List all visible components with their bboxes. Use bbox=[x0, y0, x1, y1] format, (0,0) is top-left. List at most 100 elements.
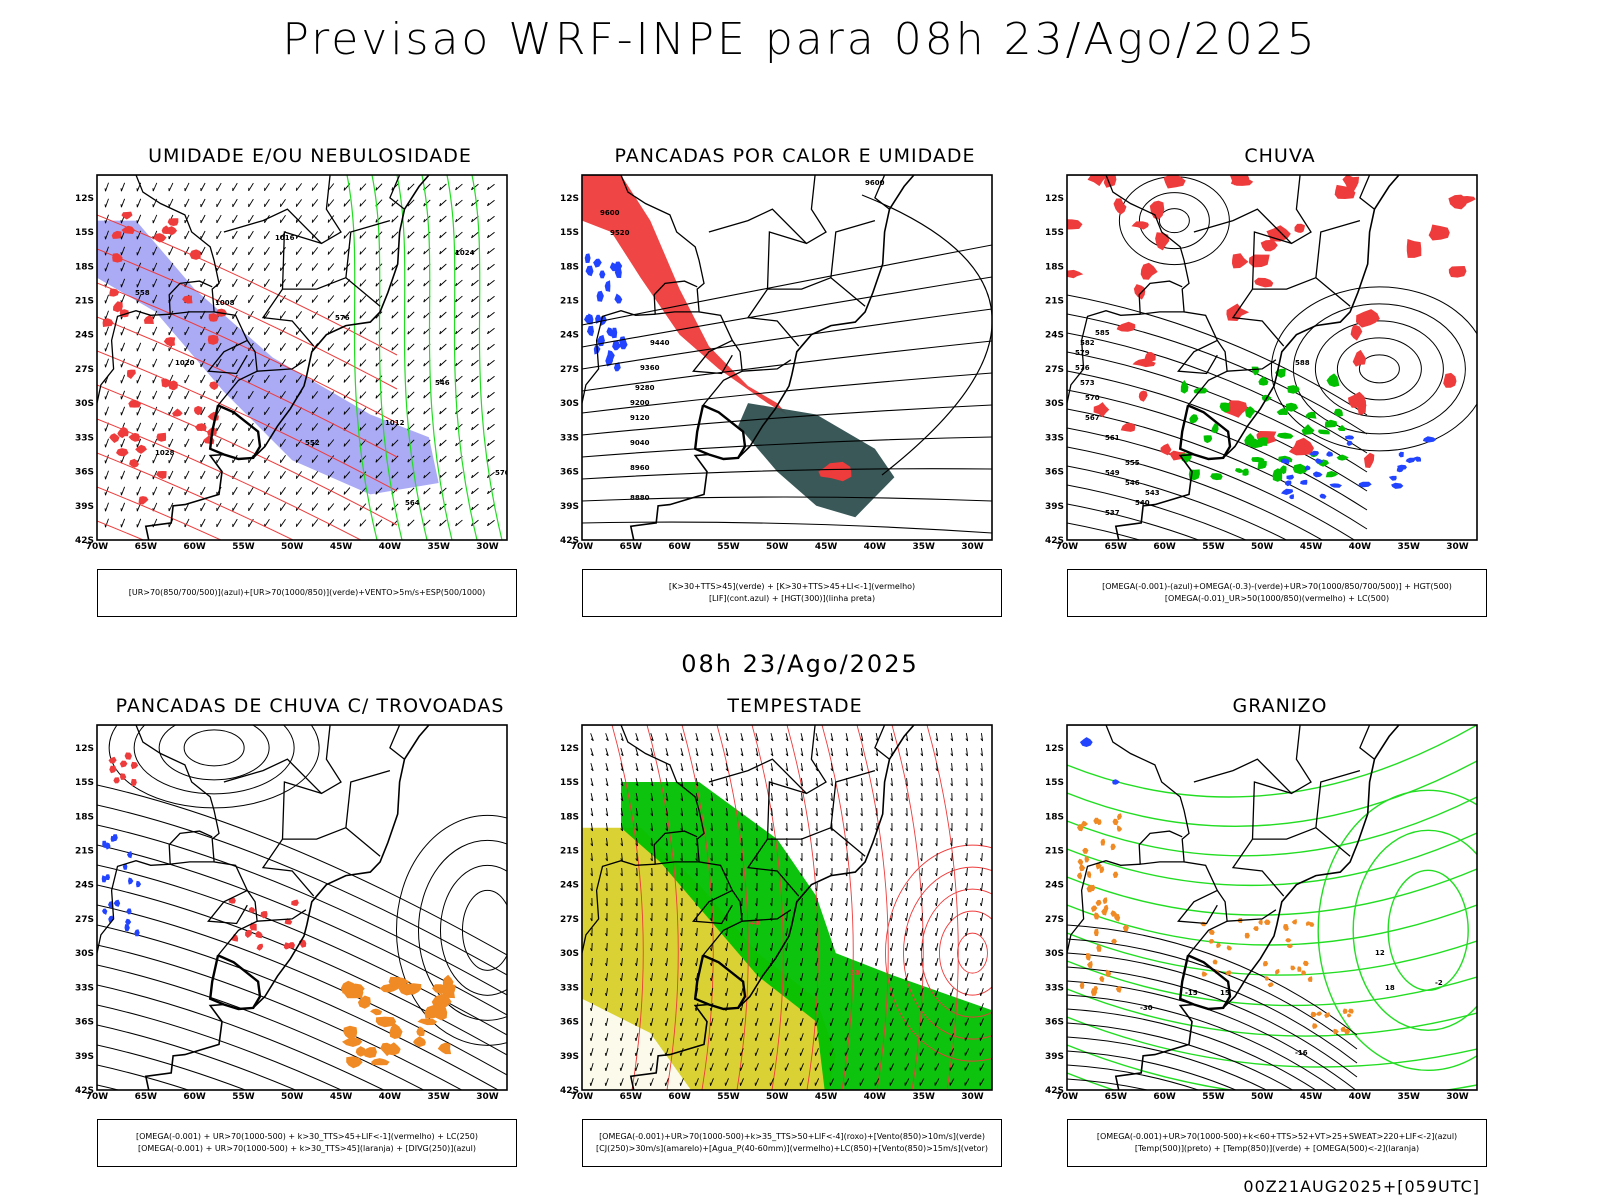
wind-vector bbox=[830, 798, 833, 802]
wind-vector bbox=[800, 858, 803, 862]
wind-vector bbox=[725, 903, 728, 907]
wind-vector bbox=[845, 973, 849, 981]
rain-area bbox=[1352, 349, 1367, 367]
wind-vector bbox=[439, 311, 447, 319]
storm-orange bbox=[403, 983, 422, 995]
omega-500-speck bbox=[1105, 969, 1112, 978]
wind-vector bbox=[890, 732, 894, 742]
wind-vector bbox=[439, 519, 447, 527]
omega-green bbox=[1242, 468, 1249, 476]
wind-vector bbox=[359, 395, 362, 399]
wind-vector bbox=[890, 942, 894, 952]
omega-blue bbox=[1286, 474, 1295, 480]
wind-vector bbox=[343, 331, 346, 335]
wind-vector bbox=[391, 251, 394, 255]
wind-vector bbox=[815, 753, 819, 757]
lif-speck bbox=[599, 270, 606, 279]
omega-500-speck bbox=[1342, 1008, 1348, 1014]
panel-title: PANCADAS DE CHUVA C/ TROVOADAS bbox=[115, 695, 505, 717]
temp-850-contour bbox=[1067, 832, 1477, 886]
omega-green bbox=[1317, 459, 1330, 467]
wind-vector bbox=[184, 246, 190, 256]
wind-vector bbox=[590, 778, 594, 786]
wind-vector bbox=[327, 199, 335, 207]
wind-vector bbox=[423, 315, 426, 319]
wind-vector bbox=[680, 1002, 684, 1012]
wind-vector bbox=[359, 263, 367, 271]
wind-vector bbox=[666, 957, 668, 967]
wind-vector bbox=[120, 294, 126, 304]
hail-area bbox=[1112, 779, 1120, 785]
wind-vector bbox=[605, 753, 609, 757]
wind-vector bbox=[296, 247, 302, 255]
wind-vector bbox=[620, 792, 624, 802]
wind-vector bbox=[439, 203, 442, 207]
wind-vector bbox=[665, 753, 669, 757]
omega-blue bbox=[1309, 450, 1320, 456]
wind-vector bbox=[327, 507, 330, 511]
wind-vector bbox=[875, 1018, 879, 1026]
wind-vector bbox=[343, 423, 351, 431]
wind-vector bbox=[311, 295, 319, 303]
wind-vector bbox=[471, 282, 474, 287]
wind-vector bbox=[786, 927, 788, 937]
wind-vector bbox=[620, 783, 624, 787]
wind-vector bbox=[949, 1033, 955, 1041]
wind-vector bbox=[755, 768, 759, 772]
wind-vector bbox=[755, 738, 759, 742]
wind-vector bbox=[248, 406, 254, 416]
wind-vector bbox=[590, 783, 594, 787]
omega-500-speck bbox=[1076, 872, 1083, 880]
wind-vector bbox=[391, 247, 399, 255]
wind-vector bbox=[770, 1033, 774, 1041]
wind-vector bbox=[120, 198, 126, 208]
wind-vector bbox=[710, 777, 714, 787]
wind-vector bbox=[816, 792, 818, 802]
wind-vector bbox=[980, 783, 983, 787]
omega-blue bbox=[1280, 458, 1290, 464]
wind-vector bbox=[964, 962, 967, 966]
lon-tick-label: 50W bbox=[766, 1092, 789, 1102]
wind-vector bbox=[800, 768, 804, 772]
wind-vector bbox=[979, 917, 982, 922]
contour-label: 9440 bbox=[650, 339, 670, 347]
wind-vector bbox=[136, 486, 142, 496]
wind-vector bbox=[327, 455, 335, 463]
wind-vector bbox=[487, 199, 495, 207]
wind-vector bbox=[634, 1037, 637, 1041]
wind-vector bbox=[590, 733, 594, 741]
wind-vector bbox=[801, 897, 803, 907]
wind-vector bbox=[248, 278, 254, 288]
wind-vector bbox=[785, 957, 789, 967]
wind-vector bbox=[296, 263, 302, 271]
wind-vector bbox=[280, 471, 286, 479]
lat-tick-label: 36S bbox=[560, 468, 579, 478]
panel-legend: [OMEGA(-0.001)+UR>70(1000-500)+k>35_TTS>… bbox=[582, 1119, 1002, 1167]
wind-vector bbox=[785, 813, 788, 817]
wind-vector bbox=[889, 903, 892, 907]
wind-vector bbox=[487, 186, 490, 190]
wind-vector bbox=[375, 395, 378, 399]
coastline bbox=[1114, 725, 1400, 1090]
temp-500-contour bbox=[1067, 1050, 1238, 1090]
wind-vector bbox=[920, 888, 922, 892]
wind-vector bbox=[786, 822, 788, 832]
lat-tick-label: 42S bbox=[1045, 536, 1064, 546]
wind-vector bbox=[650, 792, 654, 802]
panel-title: UMIDADE E/OU NEBULOSIDADE bbox=[148, 145, 472, 167]
omega-500-speck bbox=[1082, 847, 1089, 854]
wind-vector bbox=[216, 246, 222, 256]
lon-tick-label: 60W bbox=[183, 542, 206, 552]
precipitable-water-contour bbox=[681, 725, 714, 1090]
omega-500-speck bbox=[1084, 855, 1090, 863]
wind-vector bbox=[665, 763, 669, 771]
wind-vector bbox=[590, 753, 594, 757]
wind-vector bbox=[439, 443, 442, 447]
omega-500-speck bbox=[1305, 921, 1311, 926]
wind-vector bbox=[814, 1078, 820, 1086]
wind-vector bbox=[696, 822, 698, 832]
wind-vector bbox=[591, 867, 593, 877]
storm-orange bbox=[342, 983, 364, 999]
wind-vector bbox=[635, 763, 639, 771]
wind-vector bbox=[784, 1078, 790, 1086]
